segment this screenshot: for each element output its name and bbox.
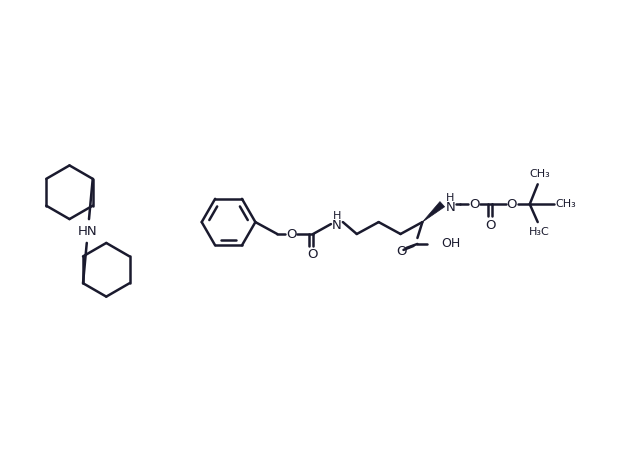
Text: N: N <box>445 201 455 214</box>
Text: CH₃: CH₃ <box>529 169 550 180</box>
Text: O: O <box>469 198 479 211</box>
Text: H₃C: H₃C <box>529 227 550 237</box>
Text: HN: HN <box>78 225 98 237</box>
Text: N: N <box>332 219 342 232</box>
Text: CH₃: CH₃ <box>555 199 576 209</box>
Text: O: O <box>507 198 517 211</box>
Text: OH: OH <box>441 237 461 251</box>
Text: O: O <box>486 219 496 232</box>
Text: O: O <box>307 248 317 261</box>
Text: H: H <box>333 211 341 221</box>
Text: H: H <box>446 193 454 203</box>
Polygon shape <box>422 202 445 222</box>
Text: O: O <box>396 245 407 258</box>
Text: O: O <box>286 227 296 241</box>
